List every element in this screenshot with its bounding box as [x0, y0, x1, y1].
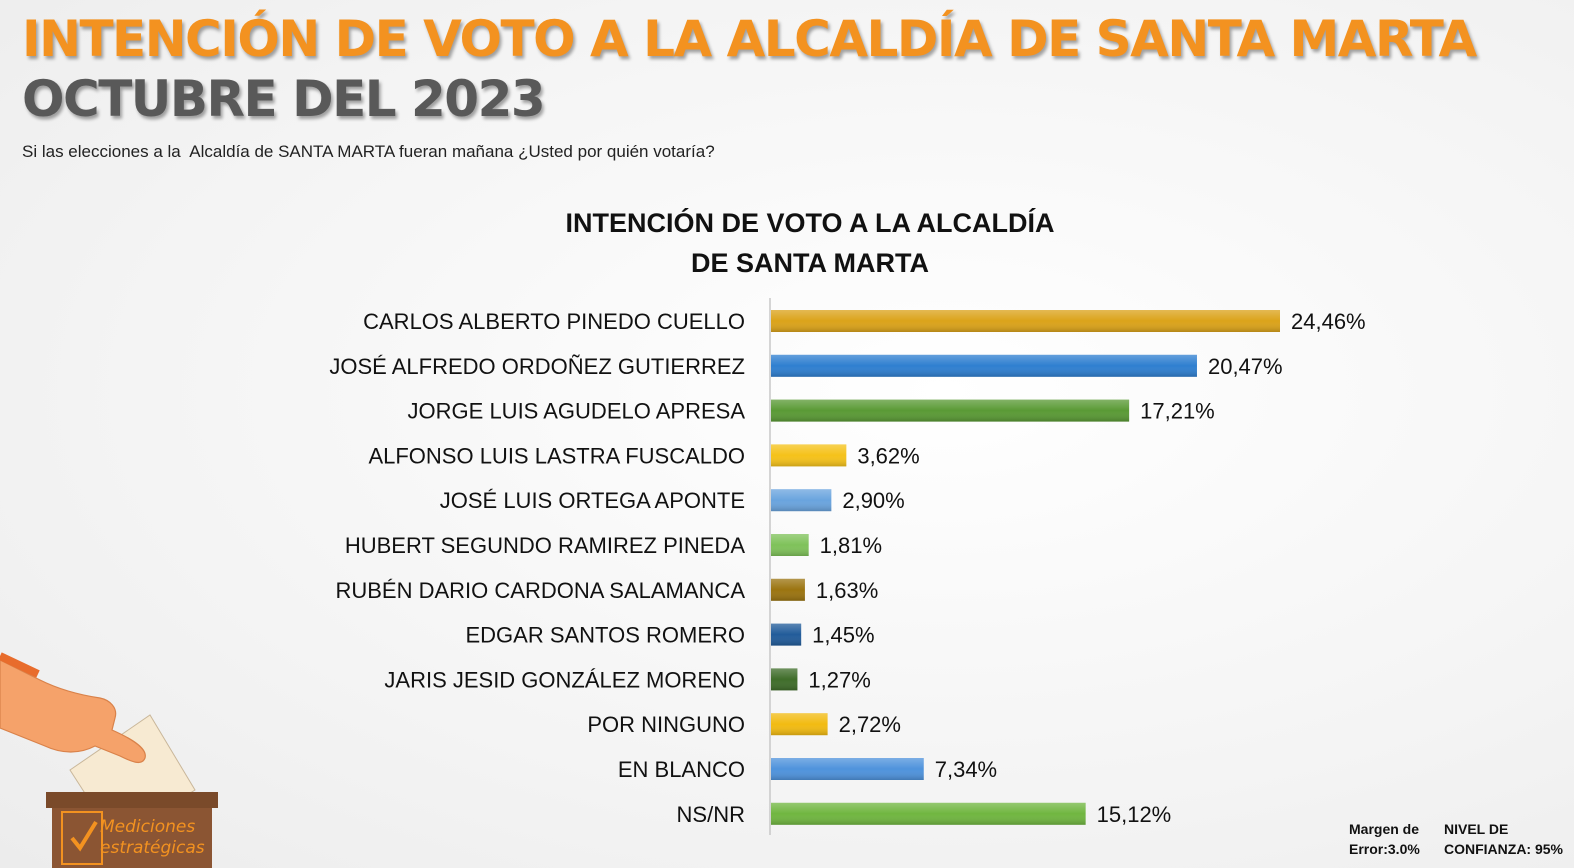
- bar-shading: [771, 713, 828, 736]
- page-subtitle: OCTUBRE DEL 2023: [22, 70, 546, 128]
- data-label: 17,21%: [1140, 399, 1215, 424]
- bar-shading: [771, 802, 1086, 825]
- page-title: INTENCIÓN DE VOTO A LA ALCALDÍA DE SANTA…: [22, 10, 1477, 68]
- ballot-box-top: [46, 792, 218, 808]
- ballot-box-body: [52, 808, 212, 868]
- category-label: CARLOS ALBERTO PINEDO CUELLO: [363, 309, 745, 334]
- category-label: RUBÉN DARIO CARDONA SALAMANCA: [335, 578, 745, 603]
- chart-title-line1: INTENCIÓN DE VOTO A LA ALCALDÍA: [565, 208, 1055, 238]
- bar-shading: [771, 444, 847, 467]
- category-label: JORGE LUIS AGUDELO APRESA: [408, 399, 746, 424]
- bar-shading: [771, 623, 802, 646]
- bar-shading: [771, 534, 809, 556]
- data-label: 20,47%: [1208, 354, 1283, 379]
- bar-shading: [771, 668, 798, 691]
- check-icon: [70, 820, 98, 852]
- data-label: 7,34%: [935, 757, 997, 782]
- data-label: 1,45%: [812, 623, 874, 648]
- margin-of-error: Margen de Error:3.0%: [1349, 821, 1420, 857]
- bar-shading: [771, 758, 924, 780]
- confidence-level: NIVEL DE CONFIANZA: 95%: [1444, 821, 1564, 857]
- data-label: 1,81%: [820, 533, 882, 558]
- data-label: 2,90%: [842, 488, 904, 513]
- category-label: EN BLANCO: [618, 757, 745, 782]
- category-label: JOSÉ LUIS ORTEGA APONTE: [440, 488, 745, 513]
- data-label: 1,27%: [808, 667, 870, 692]
- survey-question: Si las elecciones a la Alcaldía de SANTA…: [22, 142, 715, 161]
- data-label: 24,46%: [1291, 309, 1366, 334]
- bar-shading: [771, 489, 832, 512]
- logo-line2: estratégicas: [100, 838, 205, 858]
- bar-shading: [771, 310, 1280, 332]
- category-label: JOSÉ ALFREDO ORDOÑEZ GUTIERREZ: [329, 354, 745, 379]
- category-label: HUBERT SEGUNDO RAMIREZ PINEDA: [345, 533, 745, 558]
- category-label: NS/NR: [677, 802, 745, 827]
- hand-icon: [0, 659, 146, 764]
- chart-title: INTENCIÓN DE VOTO A LA ALCALDÍA DE SANTA…: [480, 203, 1140, 283]
- category-label: POR NINGUNO: [587, 712, 745, 737]
- data-label: 1,63%: [816, 578, 878, 603]
- chart-title-line2: DE SANTA MARTA: [691, 248, 929, 278]
- logo-line1: Mediciones: [100, 817, 195, 837]
- bar-shading: [771, 578, 805, 601]
- data-label: 3,62%: [857, 443, 919, 468]
- category-label: JARIS JESID GONZÁLEZ MORENO: [384, 667, 745, 692]
- bar-shading: [771, 354, 1197, 377]
- bar-shading: [771, 399, 1130, 422]
- ballot-box-illustration: Mediciones estratégicas: [0, 652, 218, 868]
- data-label: 15,12%: [1097, 802, 1172, 827]
- category-label: ALFONSO LUIS LASTRA FUSCALDO: [368, 443, 745, 468]
- data-label: 2,72%: [839, 712, 901, 737]
- category-label: EDGAR SANTOS ROMERO: [465, 623, 745, 648]
